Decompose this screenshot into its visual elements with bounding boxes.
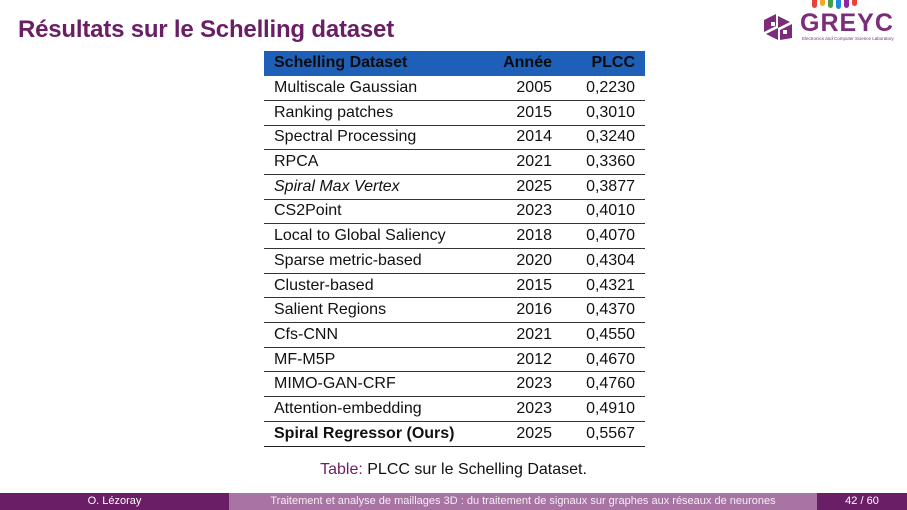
cell-plcc: 0,5567 [586,424,635,442]
table-caption: Table: PLCC sur le Schelling Dataset. [0,461,907,479]
cell-year: 2016 [516,301,552,319]
results-table-container: Schelling Dataset Année PLCC Multiscale … [264,51,645,447]
footer-page-number: 42 / 60 [817,493,907,510]
table-row: Attention-embedding 2023 0,4910 [264,397,645,422]
logo-text: GREYC [800,9,894,37]
cell-method: Ranking patches [274,103,394,121]
cell-plcc: 0,3010 [586,103,635,121]
table-row: Cfs-CNN 2021 0,4550 [264,323,645,348]
cell-method: Local to Global Saliency [274,227,446,245]
table-row: Sparse metric-based 2020 0,4304 [264,249,645,274]
cell-year: 2021 [516,153,552,171]
table-row: CS2Point 2023 0,4010 [264,199,645,224]
cell-plcc: 0,4070 [586,227,635,245]
cell-method: Spiral Regressor (Ours) [274,424,455,442]
table-row: Salient Regions 2016 0,4370 [264,298,645,323]
header-year: Année [503,54,552,72]
footer-author: O. Lézoray [0,493,229,510]
cell-method: Spiral Max Vertex [274,177,400,195]
cell-year: 2023 [516,399,552,417]
cell-year: 2021 [516,325,552,343]
cell-year: 2020 [516,251,552,269]
footer-title: Traitement et analyse de maillages 3D : … [229,493,817,510]
table-row: Spectral Processing 2014 0,3240 [264,125,645,150]
table-row: MF-M5P 2012 0,4670 [264,347,645,372]
cell-method: Multiscale Gaussian [274,78,418,96]
cell-year: 2018 [516,227,552,245]
table-row: MIMO-GAN-CRF 2023 0,4760 [264,372,645,397]
cell-method: RPCA [274,153,319,171]
cell-plcc: 0,3240 [586,128,635,146]
cell-plcc: 0,4304 [586,251,635,269]
cell-method: Cfs-CNN [274,325,338,343]
table-body: Multiscale Gaussian 2005 0,2230 Ranking pat… [264,76,645,446]
cell-plcc: 0,4010 [586,202,635,220]
cell-method: MIMO-GAN-CRF [274,375,396,393]
table-row: Ranking patches 2015 0,3010 [264,100,645,126]
table-header-row: Schelling Dataset Année PLCC [264,51,645,76]
table-row: Local to Global Saliency 2018 0,4070 [264,224,645,249]
cell-year: 2015 [516,103,552,121]
table-row: RPCA 2021 0,3360 [264,150,645,175]
results-table: Schelling Dataset Année PLCC Multiscale … [264,51,645,447]
logo-subtitle: Electronics and Computer Science Laborat… [802,36,894,41]
cell-plcc: 0,2230 [586,78,635,96]
greyc-logo: GREYC Electronics and Computer Science L… [762,0,894,46]
cell-year: 2023 [516,375,552,393]
header-method: Schelling Dataset [274,54,408,72]
caption-label: Table: [320,461,363,478]
table-row: Cluster-based 2015 0,4321 [264,273,645,298]
logo-mark-icon [764,14,792,40]
cell-method: CS2Point [274,202,342,220]
cell-year: 2015 [516,276,552,294]
cell-year: 2014 [516,128,552,146]
table-row: Multiscale Gaussian 2005 0,2230 [264,76,645,101]
cell-method: MF-M5P [274,350,336,368]
header-plcc: PLCC [591,54,635,72]
cell-year: 2025 [516,424,552,442]
caption-text: PLCC sur le Schelling Dataset. [367,461,587,478]
cell-year: 2023 [516,202,552,220]
cell-plcc: 0,3877 [586,177,635,195]
cell-year: 2025 [516,177,552,195]
cell-plcc: 0,3360 [586,153,635,171]
table-row: Spiral Max Vertex 2025 0,3877 [264,174,645,200]
cell-method: Salient Regions [274,301,387,319]
cell-method: Attention-embedding [274,399,422,417]
cell-plcc: 0,4670 [586,350,635,368]
cell-method: Spectral Processing [274,128,417,146]
cell-method: Sparse metric-based [274,251,422,269]
cell-year: 2005 [516,78,552,96]
cell-plcc: 0,4760 [586,375,635,393]
cell-plcc: 0,4370 [586,301,635,319]
cell-plcc: 0,4550 [586,325,635,343]
slide-title: Résultats sur le Schelling dataset [18,16,394,43]
logo-color-bars [810,0,870,10]
table-row: Spiral Regressor (Ours) 2025 0,5567 [264,421,645,446]
cell-plcc: 0,4910 [586,399,635,417]
cell-method: Cluster-based [274,276,374,294]
cell-plcc: 0,4321 [586,276,635,294]
cell-year: 2012 [516,350,552,368]
footer-bar: O. Lézoray Traitement et analyse de mail… [0,493,907,510]
